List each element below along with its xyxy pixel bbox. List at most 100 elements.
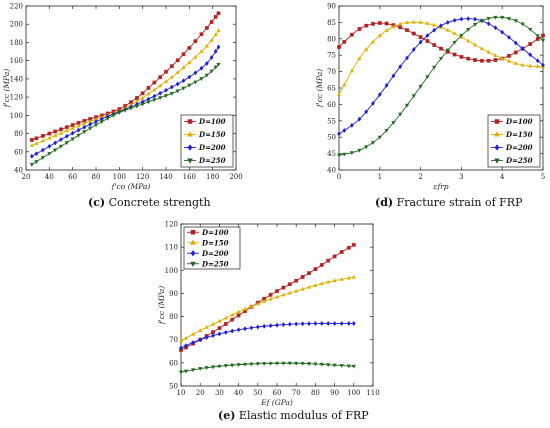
data-point [34,151,39,157]
data-point [541,62,545,68]
data-point [332,363,337,368]
data-point [466,38,471,43]
x-tick-label: 20 [196,389,205,397]
data-point [82,130,87,135]
data-point [204,73,209,78]
data-point [70,130,75,136]
data-point [187,74,192,80]
y-tick-label: 220 [10,3,23,11]
data-point [236,327,241,333]
x-tick-label: 60 [273,389,282,397]
data-point [425,39,430,43]
data-point [236,313,241,318]
y-tick-label: 90 [327,3,336,11]
x-tick-label: 70 [292,389,301,397]
data-point [158,75,163,80]
chart-panel-c: 20 40 60 80 100 120 140 160 180 20040608010012014… [2,3,243,192]
legend-swatch-marker [190,261,196,267]
data-point [59,137,63,143]
data-point [346,321,351,326]
data-point [198,367,203,371]
data-point [187,83,192,88]
series-d100 [337,21,545,63]
data-point [193,39,198,44]
data-point [40,156,45,161]
data-point [411,19,416,24]
data-point [326,279,331,284]
x-axis-label: εfrp [433,182,448,191]
data-point [377,33,382,38]
data-point [342,40,347,44]
data-point [411,94,416,99]
data-point [175,89,180,94]
data-point [500,29,505,35]
data-point [336,153,342,158]
data-point [70,126,75,130]
series-line [180,323,354,349]
data-point [294,278,299,283]
data-point [326,321,331,326]
data-point [169,91,174,96]
data-point [140,91,145,96]
legend-swatch-marker [494,119,500,124]
data-point [204,324,209,329]
data-point [452,17,457,23]
data-point [466,16,471,22]
data-point [128,106,134,111]
data-point [181,52,186,57]
data-point [223,315,228,320]
data-point [319,321,324,326]
data-point [76,123,81,128]
data-point [540,38,546,43]
data-point [175,81,180,87]
y-tick-label: 100 [10,112,23,120]
data-point [255,362,260,367]
data-point [134,96,139,100]
data-point [342,128,347,133]
data-point [287,361,292,366]
data-point [146,91,151,96]
series-line [180,244,355,351]
caption-c-text: Concrete strength [108,196,211,209]
data-point [64,128,69,133]
data-point [391,121,396,125]
data-point [351,242,356,247]
data-point [217,326,222,330]
data-point [193,70,198,76]
data-point [346,275,351,280]
data-point [418,84,423,89]
data-point [217,364,222,369]
data-point [439,46,443,51]
y-tick-label: 50 [169,383,178,391]
data-point [213,32,218,37]
legend-swatch-marker [494,144,500,151]
data-point [216,44,221,50]
series-d100 [179,242,356,352]
data-point [53,133,58,138]
data-point [342,152,347,157]
data-point [193,54,198,59]
data-point [364,23,369,28]
data-point [111,113,116,118]
data-point [493,25,498,31]
data-point [513,19,518,24]
data-point [398,112,403,117]
data-point [146,100,151,105]
legend-label: D=150 [505,130,533,139]
x-tick-label: 90 [330,389,339,397]
data-point [411,47,416,53]
data-point [466,28,471,32]
x-tick-label: 100 [347,389,360,397]
x-tick-label: 160 [183,173,196,181]
data-point [398,21,403,26]
data-point [319,281,324,286]
data-point [255,324,260,330]
series-d250 [29,62,221,167]
data-point [152,87,157,92]
data-point [181,86,186,91]
data-point [236,309,241,314]
data-point [513,50,518,55]
data-point [513,40,518,46]
x-tick-label: 80 [92,173,101,181]
data-point [294,288,299,293]
